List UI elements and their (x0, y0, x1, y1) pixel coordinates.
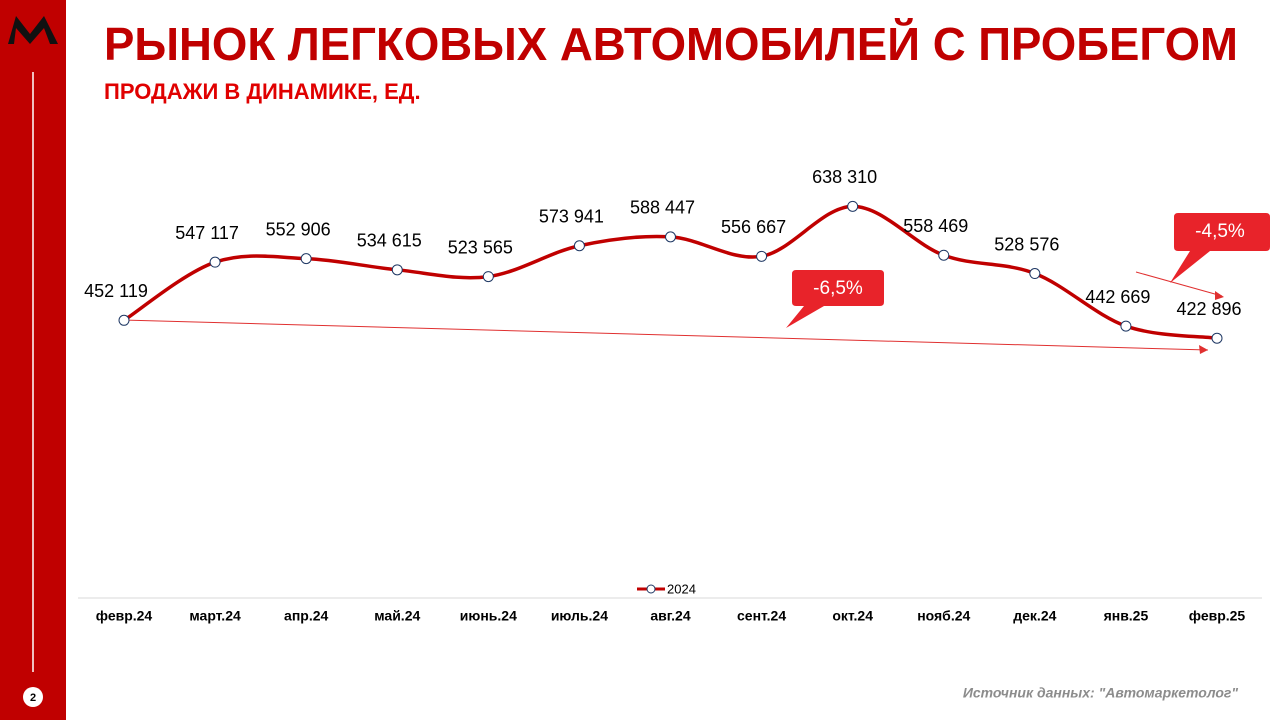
point (482, 271, 494, 283)
data-label: 523 565 (448, 237, 513, 257)
point (300, 253, 312, 265)
point (391, 264, 403, 276)
annotation: -4,5% (1195, 221, 1245, 242)
data-label: 422 896 (1176, 299, 1241, 319)
x-tick-label: июнь.24 (460, 608, 517, 624)
callout (1170, 213, 1270, 283)
legend-marker (646, 584, 656, 594)
data-label: 452 119 (84, 281, 148, 301)
chart-subtitle: ПРОДАЖИ В ДИНАМИКЕ, ЕД. (104, 79, 421, 104)
x-tick-label: февр.24 (96, 608, 153, 624)
chart-title: РЫНОК ЛЕГКОВЫХ АВТОМОБИЛЕЙ С ПРОБЕГОМ (104, 18, 1238, 70)
x-tick-label: окт.24 (832, 608, 873, 624)
data-label: 638 310 (812, 167, 877, 187)
point (1029, 268, 1041, 280)
legend-label: 2024 (667, 581, 696, 596)
point (1120, 320, 1132, 332)
x-tick-label: март.24 (189, 608, 241, 624)
data-label: 573 941 (539, 206, 604, 226)
point (665, 231, 676, 243)
annotation: -6,5% (813, 278, 863, 299)
x-tick-label: дек.24 (1013, 608, 1056, 624)
trend-arrow (1135, 271, 1223, 297)
x-tick-label: апр.24 (284, 608, 328, 624)
arrow-head (1199, 345, 1208, 354)
trend-arrow (123, 319, 1209, 351)
page-badge (23, 687, 43, 707)
logo (8, 16, 58, 44)
data-label: 556 667 (721, 217, 786, 237)
point (756, 250, 768, 262)
x-tick-label: февр.25 (1189, 608, 1246, 624)
page-number: 2 (30, 692, 36, 704)
arrow-head (1215, 291, 1224, 300)
data-label: 528 576 (994, 234, 1059, 254)
point (938, 249, 950, 261)
point (118, 314, 130, 326)
x-tick-label: май.24 (374, 608, 420, 624)
point (847, 200, 859, 212)
point (573, 240, 585, 252)
x-tick-label: сент.24 (737, 608, 786, 624)
x-tick-label: янв.25 (1104, 608, 1149, 624)
data-label: 558 469 (903, 216, 968, 236)
callout (786, 270, 884, 328)
data-label: 534 615 (357, 231, 422, 251)
data-label: 442 669 (1085, 287, 1150, 307)
x-tick-label: авг.24 (650, 608, 690, 624)
point (1211, 332, 1223, 344)
point (209, 256, 221, 268)
data-label: 552 906 (266, 219, 331, 239)
x-tick-label: нояб.24 (917, 608, 970, 624)
data-label: 547 117 (175, 223, 239, 243)
source: Источник данных: "Автомаркетолог" (963, 685, 1239, 701)
x-tick-label: июль.24 (551, 608, 608, 624)
data-label: 588 447 (630, 198, 695, 218)
